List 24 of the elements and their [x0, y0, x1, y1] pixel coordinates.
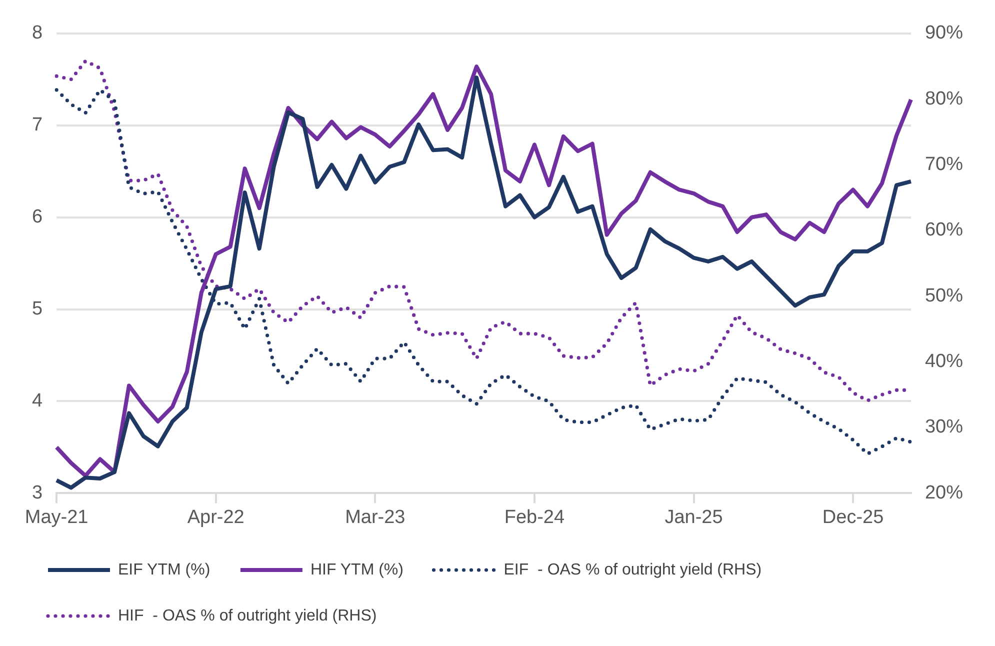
y-tick-label: 4: [32, 390, 43, 412]
x-tick-label: May-21: [24, 506, 88, 528]
y2-tick-label: 60%: [924, 220, 964, 241]
x-tick-label: Feb-24: [504, 506, 565, 528]
x-tick-label: Dec-25: [822, 506, 884, 528]
legend-label: EIF YTM (%): [118, 561, 210, 578]
legend-label: HIF - OAS % of outright yield (RHS): [118, 607, 377, 624]
y2-tick-label: 50%: [924, 285, 964, 306]
y-tick-label: 3: [32, 482, 43, 504]
y-tick-label: 6: [32, 206, 43, 228]
y2-tick-label: 20%: [924, 482, 964, 504]
y2-tick-label: 90%: [924, 22, 964, 44]
y2-tick-label: 70%: [924, 154, 964, 176]
x-tick-label: Mar-23: [345, 506, 406, 528]
x-tick-label: Jan-25: [664, 506, 723, 528]
y-tick-label: 7: [32, 114, 43, 136]
legend-label: HIF YTM (%): [310, 561, 404, 578]
y-tick-label: 8: [32, 22, 43, 44]
legend-label: EIF - OAS % of outright yield (RHS): [504, 561, 762, 578]
y2-tick-label: 80%: [924, 88, 964, 110]
x-tick-label: Apr-22: [187, 506, 244, 528]
y2-tick-label: 40%: [924, 351, 964, 372]
y-tick-label: 5: [32, 298, 43, 320]
y2-tick-label: 30%: [924, 416, 964, 438]
